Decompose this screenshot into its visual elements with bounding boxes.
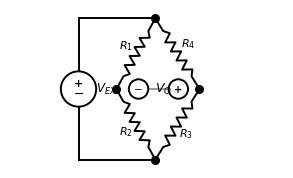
Text: −: − bbox=[73, 88, 84, 101]
Circle shape bbox=[168, 79, 188, 99]
Text: +: + bbox=[74, 79, 83, 89]
Text: $R_3$: $R_3$ bbox=[179, 127, 193, 141]
Text: +: + bbox=[174, 85, 182, 95]
Text: $R_2$: $R_2$ bbox=[119, 125, 133, 139]
Circle shape bbox=[61, 71, 96, 107]
Circle shape bbox=[129, 79, 148, 99]
Text: $V_{EX}$: $V_{EX}$ bbox=[96, 82, 117, 96]
Text: $R_1$: $R_1$ bbox=[119, 39, 133, 53]
Text: −: − bbox=[134, 85, 143, 95]
Text: $R_4$: $R_4$ bbox=[181, 37, 195, 51]
Text: $V_O$: $V_O$ bbox=[155, 82, 172, 96]
